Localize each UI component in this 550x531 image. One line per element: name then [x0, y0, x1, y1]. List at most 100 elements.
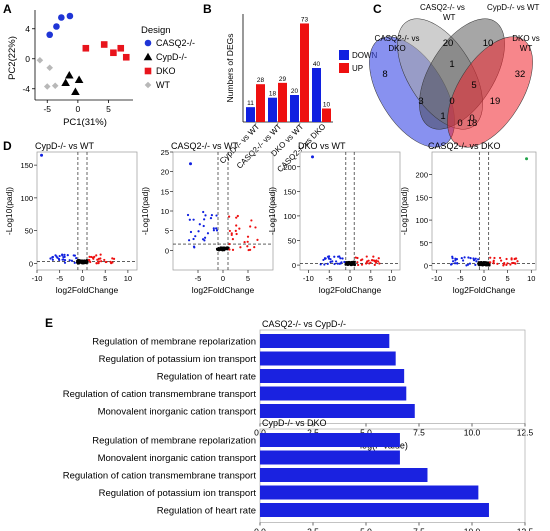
volcano-point-down	[453, 262, 457, 265]
volcano-point-ns	[226, 247, 229, 250]
pathway-x-tick-label: 10.0	[464, 527, 481, 531]
degs-bar-value: 11	[247, 100, 254, 107]
volcano-point-down	[326, 262, 329, 265]
volcano-y-tick-label: 200	[415, 171, 428, 180]
volcano-point-down	[340, 261, 343, 264]
volcano-point-down	[62, 258, 65, 261]
volcano-y-tick-label: 150	[283, 187, 296, 196]
pca-point	[122, 53, 130, 61]
volcano-y-label: -Log10(padj)	[399, 187, 409, 235]
pathway-x-tick-label: 5.0	[360, 428, 372, 438]
volcano-point-up	[373, 259, 376, 262]
degs-bar-value: 20	[291, 88, 299, 95]
venn-label-casq2-dko-l2: DKO	[388, 44, 405, 53]
volcano-point-down	[210, 214, 213, 217]
volcano-point-up	[370, 259, 374, 262]
venn-diagram: CASQ2-/- vs DKO CASQ2-/- vs WT CypD-/- v…	[369, 3, 540, 148]
volcano-point-down	[475, 260, 478, 263]
volcano-point-up	[231, 238, 234, 241]
volcano-point-up	[246, 240, 249, 243]
volcano-point-down	[456, 262, 459, 265]
pca-y-tick-label: 4	[25, 24, 30, 34]
volcano-point-up	[369, 261, 372, 264]
venn-count: 0	[449, 96, 454, 107]
volcano-point-ns	[478, 264, 481, 267]
volcano-point-up	[502, 264, 505, 267]
volcano-point-down	[333, 262, 336, 266]
volcano-point-down	[215, 214, 218, 217]
pathway-bar	[260, 450, 400, 465]
volcano-point-down	[61, 253, 64, 256]
volcano-x-tick-label: 0	[348, 274, 352, 283]
volcano-point-up	[97, 260, 101, 263]
volcano-y-tick-label: 5	[165, 227, 169, 236]
pca-legend-label: DKO	[156, 66, 176, 76]
volcano-point-up	[367, 259, 370, 262]
panel-label-d: D	[3, 139, 12, 153]
volcano-x-tick-label: 0	[80, 274, 84, 283]
volcano-point-up	[246, 245, 249, 248]
pathway-x-tick-label: 10.0	[464, 428, 481, 438]
pathway-bar	[260, 485, 479, 500]
volcano-point-down	[215, 229, 219, 232]
pathway-bars-casq2-vs-cypd: CASQ2-/- vs CypD-/- Regulation of membran…	[63, 319, 534, 451]
volcano-point-up	[377, 260, 380, 263]
volcano-y-tick-label: 25	[161, 148, 169, 157]
volcano-point-up	[359, 259, 363, 262]
volcano-point-down	[333, 255, 336, 258]
pca-point	[117, 44, 125, 52]
pca-point	[66, 12, 74, 20]
volcano-point-down	[477, 258, 480, 261]
volcano-x-label: log2FoldChange	[56, 285, 119, 295]
pca-point	[100, 41, 108, 48]
volcano-point-down	[68, 259, 71, 262]
pathway-x-tick-label: 5.0	[360, 527, 372, 531]
pca-points	[36, 12, 130, 96]
volcano-point-down	[49, 257, 52, 260]
volcano-point-down	[63, 253, 66, 256]
volcano-point-up	[111, 257, 114, 260]
volcano-point-ns	[480, 261, 483, 264]
venn-count: 0	[457, 118, 462, 129]
pca-legend-marker	[144, 81, 152, 89]
volcano-title: CypD-/- vs WT	[35, 141, 94, 151]
venn-label-dko-wt-l2: WT	[520, 44, 533, 53]
volcano-x-tick-label: 10	[124, 274, 132, 283]
volcano-point-ns	[75, 259, 79, 263]
volcano-x-tick-label: -10	[303, 274, 314, 283]
pathway-label: Regulation of heart rate	[157, 372, 256, 383]
volcano-point-down	[51, 258, 54, 261]
volcano-y-tick-label: 150	[415, 193, 428, 202]
volcano-point-down	[322, 258, 325, 262]
degs-bar-down	[246, 107, 255, 122]
pathway-label: Regulation of cation transmembrane trans…	[63, 471, 257, 482]
panel-label-a: A	[3, 2, 12, 16]
pathway-label: Monovalent inorganic cation transport	[98, 407, 257, 418]
volcano-y-tick-label: 0	[29, 259, 33, 268]
venn-count: 18	[467, 118, 478, 129]
volcano-point-down	[202, 224, 205, 228]
volcano-point-down	[212, 229, 216, 232]
volcano-y-tick-label: 20	[161, 168, 169, 177]
volcano-point-down	[187, 239, 191, 242]
degs-bar-down	[290, 95, 299, 122]
degs-bar-value: 18	[269, 91, 277, 98]
degs-legend: DOWN UP	[339, 50, 378, 73]
volcano-point-down	[63, 258, 67, 262]
volcano-point-up	[97, 262, 100, 265]
degs-legend-label: DOWN	[352, 51, 378, 60]
volcano-point-down	[192, 237, 195, 241]
venn-label-cypd-wt: CypD-/- vs WT	[487, 3, 540, 12]
pca-ticks: -5 0 5 -4 0 4	[22, 24, 111, 114]
volcano-point-down	[188, 218, 191, 221]
pathway-title: CASQ2-/- vs CypD-/-	[262, 319, 346, 329]
volcano-point-ns	[81, 260, 84, 264]
volcano-point-down	[468, 262, 472, 265]
pca-y-label: PC2(22%)	[7, 36, 18, 80]
volcano-x-tick-label: 0	[221, 274, 225, 283]
volcano-point-ns	[484, 263, 488, 266]
venn-count: 10	[483, 38, 494, 49]
volcano-point-up	[236, 214, 239, 218]
volcano-point-down	[70, 259, 74, 262]
